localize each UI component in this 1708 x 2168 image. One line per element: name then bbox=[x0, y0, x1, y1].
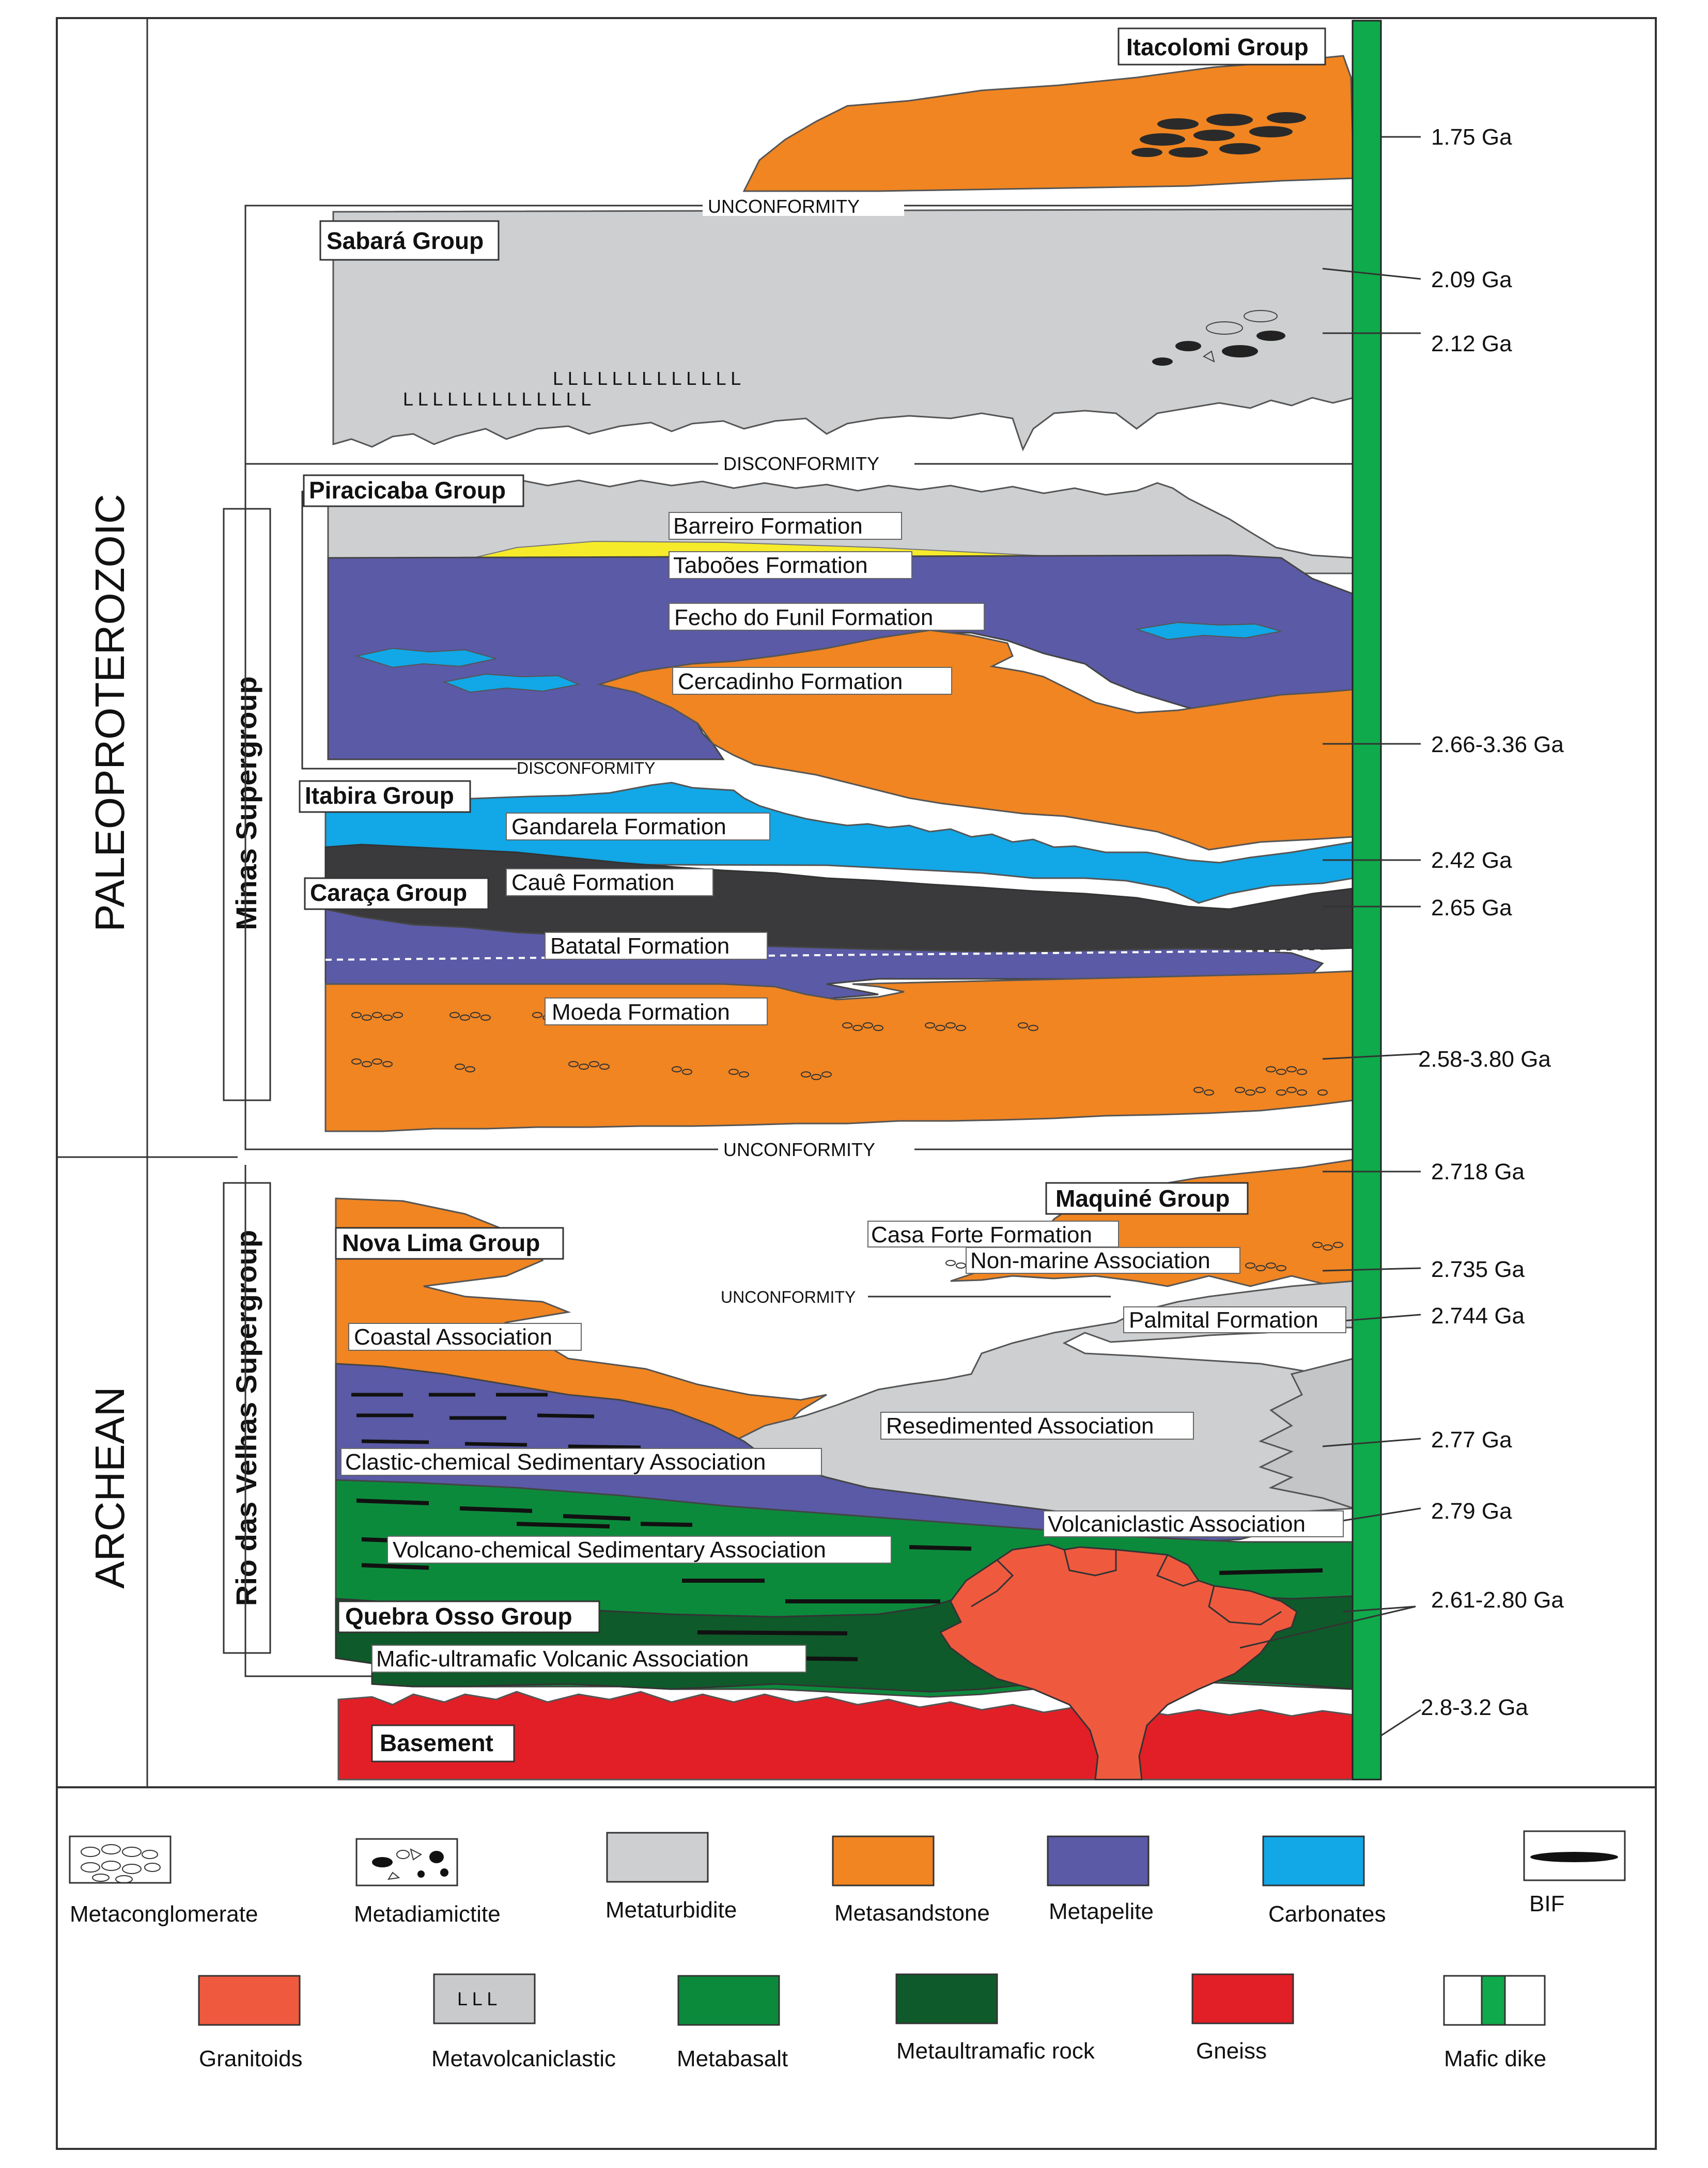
metaturbidite-right-wedge bbox=[1259, 1358, 1355, 1510]
group-label-itacolomi: Itacolomi Group bbox=[1126, 34, 1309, 60]
age-label: 1.75 Ga bbox=[1431, 124, 1512, 150]
svg-text:L L L L L L L L L L L L L: L L L L L L L L L L L L L bbox=[553, 368, 741, 389]
age-label: 2.42 Ga bbox=[1431, 848, 1512, 873]
group-label-maquine: Maquiné Group bbox=[1055, 1185, 1230, 1212]
itacolomi-conglomerate-clasts bbox=[1131, 112, 1306, 158]
formation-label-moeda: Moeda Formation bbox=[552, 1000, 730, 1025]
formation-label-caue: Cauê Formation bbox=[511, 870, 674, 895]
legend-swatch-metaturbidite bbox=[606, 1832, 709, 1883]
moeda-conglomerate-pebbles bbox=[351, 1012, 1328, 1096]
group-label-caraca: Caraça Group bbox=[310, 879, 467, 906]
group-label-quebra-osso: Quebra Osso Group bbox=[345, 1603, 572, 1630]
legend: Metaconglomerate Metadiamictite Metaturb… bbox=[69, 1830, 1626, 2071]
formation-label-coastal: Coastal Association bbox=[354, 1324, 552, 1350]
age-label: 2.79 Ga bbox=[1431, 1499, 1512, 1524]
age-label: 2.66-3.36 Ga bbox=[1431, 732, 1564, 757]
formation-label-clastic: Clastic-chemical Sedimentary Association bbox=[345, 1449, 766, 1475]
group-label-nova-lima: Nova Lima Group bbox=[342, 1229, 540, 1256]
group-labels: Itacolomi Group Sabará Group Piracicaba … bbox=[299, 27, 1326, 1763]
formation-label-casa-forte: Casa Forte Formation bbox=[871, 1222, 1092, 1247]
age-label: 2.61-2.80 Ga bbox=[1431, 1587, 1564, 1613]
legend-label-metaconglomerate: Metaconglomerate bbox=[70, 1901, 258, 1927]
clastic-bif-bands bbox=[351, 1393, 641, 1449]
legend-label-carbonates: Carbonates bbox=[1268, 1901, 1386, 1927]
legend-swatch-metabasalt bbox=[677, 1975, 780, 2026]
formation-label-cercadinho: Cercadinho Formation bbox=[678, 669, 903, 694]
contact-label-unconformity-low: UNCONFORMITY bbox=[721, 1288, 856, 1306]
age-label: 2.65 Ga bbox=[1431, 895, 1512, 921]
formation-labels: Barreiro Formation Taboões Formation Fec… bbox=[340, 512, 1346, 1673]
legend-label-metaultramafic: Metaultramafic rock bbox=[896, 2038, 1095, 2064]
age-label: 2.718 Ga bbox=[1431, 1159, 1525, 1184]
era-label-archean: ARCHEAN bbox=[87, 1386, 133, 1588]
formation-label-barreiro: Barreiro Formation bbox=[673, 513, 863, 539]
mafic-dike-column bbox=[1352, 20, 1382, 1781]
era-label-paleoproterozoic: PALEOPROTEROZOIC bbox=[87, 494, 133, 932]
metabasalt-bif-bands bbox=[356, 1499, 1323, 1661]
formation-label-taboes: Taboões Formation bbox=[673, 553, 868, 578]
legend-label-mafic-dike: Mafic dike bbox=[1444, 2046, 1546, 2071]
granitoid-intrusion bbox=[939, 1543, 1298, 1781]
group-label-itabira: Itabira Group bbox=[305, 782, 454, 809]
age-label: 2.744 Ga bbox=[1431, 1303, 1525, 1329]
legend-label-bif: BIF bbox=[1529, 1891, 1564, 1916]
legend-label-metavolcaniclastic: Metavolcaniclastic bbox=[431, 2046, 616, 2071]
age-label: 2.8-3.2 Ga bbox=[1421, 1695, 1528, 1720]
granitoid-lobe-lines bbox=[971, 1549, 1282, 1626]
legend-swatch-metaultramafic bbox=[895, 1973, 998, 2024]
contact-label-unconformity-mid: UNCONFORMITY bbox=[723, 1139, 875, 1160]
legend-label-metasandstone: Metasandstone bbox=[834, 1900, 990, 1926]
formation-label-volcaniclastic: Volcaniclastic Association bbox=[1048, 1511, 1306, 1537]
age-label: 2.735 Ga bbox=[1431, 1257, 1525, 1282]
sabara-metavolcaniclastic-pattern: L L L L L L L L L L L L L L L L L L L L … bbox=[403, 368, 741, 410]
age-label: 2.12 Ga bbox=[1431, 331, 1512, 356]
legend-swatch-metaconglomerate bbox=[69, 1835, 172, 1884]
sabara-diamictite-clasts bbox=[1152, 310, 1285, 366]
legend-swatch-metavolcaniclastic bbox=[433, 1973, 536, 2024]
legend-swatch-granitoids bbox=[198, 1975, 301, 2026]
piracicaba-bracket bbox=[301, 491, 517, 770]
fecho-carbonate-lenses bbox=[354, 621, 1282, 693]
formation-label-volcano-chemical: Volcano-chemical Sedimentary Association bbox=[393, 1537, 826, 1563]
legend-label-granitoids: Granitoids bbox=[199, 2046, 303, 2071]
group-label-basement: Basement bbox=[380, 1729, 493, 1756]
legend-label-metadiamictite: Metadiamictite bbox=[354, 1901, 501, 1927]
formation-label-resedimented: Resedimented Association bbox=[886, 1413, 1154, 1439]
itacolomi-metasandstone bbox=[742, 55, 1355, 192]
legend-swatch-gneiss bbox=[1191, 1973, 1294, 2024]
formation-label-gandarela: Gandarela Formation bbox=[511, 814, 726, 839]
legend-swatch-metapelite bbox=[1047, 1835, 1150, 1886]
legend-frame bbox=[56, 1786, 1657, 2150]
contact-label-disconformity-mid: DISCONFORMITY bbox=[517, 759, 655, 777]
age-label: 2.58-3.80 Ga bbox=[1418, 1047, 1551, 1072]
formation-label-fecho: Fecho do Funil Formation bbox=[674, 605, 933, 630]
formation-label-batatal: Batatal Formation bbox=[550, 933, 729, 959]
maquine-pebbles bbox=[945, 1242, 1343, 1271]
legend-label-metapelite: Metapelite bbox=[1049, 1899, 1154, 1924]
group-label-piracicaba: Piracicaba Group bbox=[309, 477, 506, 504]
svg-text:L L L L L L L L L L L L L: L L L L L L L L L L L L L bbox=[403, 388, 591, 410]
rio-das-velhas-bracket bbox=[244, 1165, 372, 1677]
sabara-metaturbidite bbox=[332, 208, 1355, 451]
age-label: 2.09 Ga bbox=[1431, 267, 1512, 292]
legend-label-metaturbidite: Metaturbidite bbox=[605, 1897, 737, 1923]
formation-label-non-marine: Non-marine Association bbox=[970, 1248, 1210, 1273]
minas-supergroup-box bbox=[223, 508, 271, 1101]
batatal-dashed-contact bbox=[325, 949, 1323, 961]
legend-label-metabasalt: Metabasalt bbox=[677, 2046, 788, 2071]
rio-das-velhas-supergroup-box bbox=[223, 1182, 271, 1654]
legend-swatch-metasandstone bbox=[832, 1835, 935, 1886]
svg-text:L L L: L L L bbox=[457, 1988, 497, 2009]
contact-label-disconformity-top: DISCONFORMITY bbox=[723, 453, 879, 474]
formation-label-palmital: Palmital Formation bbox=[1129, 1307, 1318, 1333]
legend-swatch-metadiamictite bbox=[355, 1838, 458, 1886]
contact-label-unconformity-top: UNCONFORMITY bbox=[708, 196, 860, 217]
legend-label-gneiss: Gneiss bbox=[1196, 2038, 1267, 2064]
age-label: 2.77 Ga bbox=[1431, 1427, 1512, 1453]
group-label-sabara: Sabará Group bbox=[327, 227, 484, 254]
legend-swatch-carbonates bbox=[1262, 1835, 1365, 1886]
formation-label-mafic-ultramafic: Mafic-ultramafic Volcanic Association bbox=[376, 1646, 749, 1672]
